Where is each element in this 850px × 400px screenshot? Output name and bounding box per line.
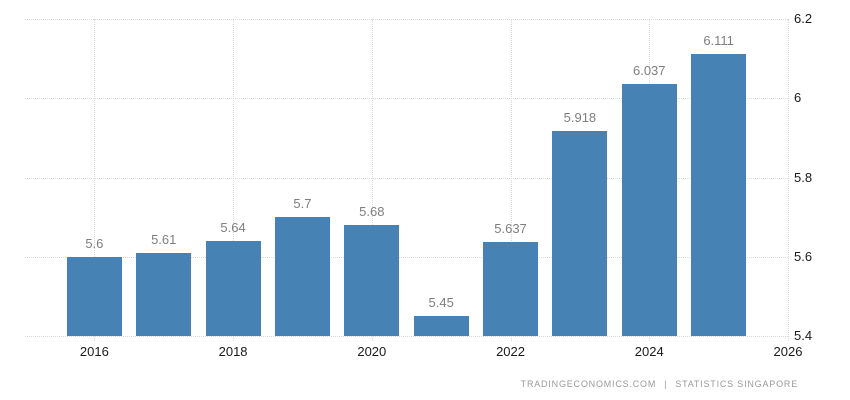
x-axis-tick-label: 2016	[79, 344, 109, 359]
x-gridline	[788, 19, 789, 341]
attribution-source-tradingeconomics: TRADINGECONOMICS.COM	[520, 379, 657, 389]
y-gridline	[25, 336, 788, 337]
y-gridline	[25, 177, 788, 179]
bar-2019[interactable]	[274, 217, 330, 336]
y-gridline	[25, 98, 788, 100]
attribution-separator: |	[664, 379, 668, 389]
x-gridline	[233, 19, 235, 341]
x-gridline	[371, 19, 373, 341]
y-axis-tick-label: 5.8	[794, 169, 813, 185]
x-axis-tick-label: 2026	[773, 344, 803, 359]
bar-2020[interactable]	[344, 225, 400, 336]
bar-value-label: 6.037	[632, 62, 666, 78]
bar-2025[interactable]	[691, 54, 747, 336]
attribution: TRADINGECONOMICS.COM | STATISTICS SINGAPOR…	[521, 379, 798, 389]
bar-value-label: 5.6	[85, 235, 104, 251]
bar-2021[interactable]	[413, 316, 469, 336]
bar-value-label: 5.45	[428, 295, 454, 311]
bar-value-label: 5.7	[293, 196, 312, 212]
bar-2017[interactable]	[136, 252, 192, 336]
bar-value-label: 5.918	[563, 109, 597, 125]
bar-2022[interactable]	[483, 242, 539, 336]
bar-value-label: 5.64	[220, 219, 246, 235]
x-axis-tick-label: 2022	[496, 344, 525, 359]
bar-value-label: 5.61	[151, 231, 177, 247]
y-axis-tick-label: 6	[794, 90, 802, 106]
x-axis-tick-label: 2018	[218, 344, 248, 359]
bar-2024[interactable]	[621, 83, 677, 336]
bar-2016[interactable]	[66, 256, 122, 336]
bar-value-label: 5.68	[359, 204, 385, 220]
y-axis-tick-label: 5.6	[794, 248, 813, 264]
bar-value-label: 5.637	[494, 221, 527, 237]
y-axis-tick-label: 6.2	[794, 11, 813, 26]
y-gridline	[25, 256, 788, 258]
x-axis-tick-label: 2020	[357, 344, 387, 359]
bar-2018[interactable]	[205, 240, 261, 336]
bar-value-label: 6.111	[703, 33, 734, 49]
attribution-source-statistics-singapore: STATISTICS SINGAPORE	[675, 379, 798, 389]
bar-2023[interactable]	[552, 130, 608, 336]
x-gridline	[94, 19, 96, 341]
x-axis-tick-label: 2024	[634, 344, 664, 359]
y-axis-tick-label: 5.4	[794, 328, 813, 343]
x-gridline	[510, 19, 512, 341]
y-gridline	[25, 19, 788, 20]
